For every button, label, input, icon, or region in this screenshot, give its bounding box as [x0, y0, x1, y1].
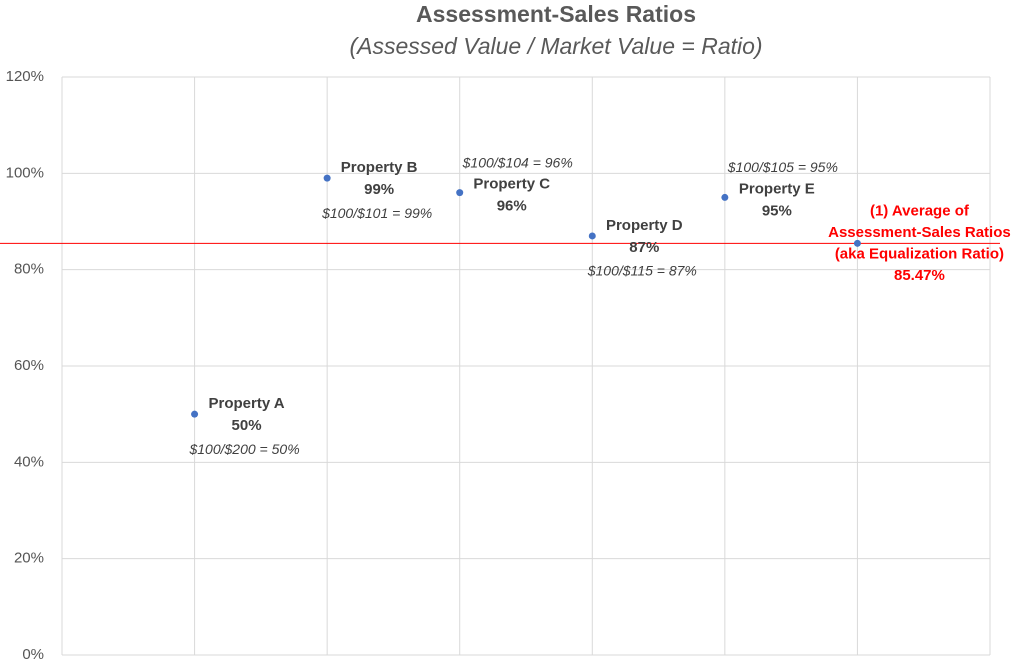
- average-label: Assessment-Sales Ratios: [828, 224, 1011, 241]
- chart-title: Assessment-Sales Ratios: [416, 1, 696, 27]
- y-tick-label: 120%: [6, 68, 44, 85]
- y-tick-label: 40%: [14, 453, 44, 470]
- point: [456, 189, 464, 197]
- value-label: 85.47%: [894, 267, 945, 284]
- point-label: Property C: [473, 176, 550, 193]
- y-tick-label: 60%: [14, 357, 44, 374]
- value-label: 50%: [232, 417, 262, 434]
- point: [191, 410, 199, 418]
- point-label: Property D: [606, 217, 683, 234]
- formula-label: $100/$200 = 50%: [188, 441, 299, 457]
- point-label: Property E: [739, 180, 815, 197]
- value-label: 96%: [497, 198, 527, 215]
- y-tick-label: 80%: [14, 261, 44, 278]
- point-label: Property A: [209, 395, 285, 412]
- y-tick-label: 0%: [22, 646, 44, 663]
- point: [721, 193, 729, 201]
- average-label: (1) Average of: [870, 202, 970, 219]
- y-tick-label: 20%: [14, 550, 44, 567]
- value-label: 95%: [762, 202, 792, 219]
- point: [853, 239, 861, 247]
- point: [323, 174, 331, 182]
- y-tick-label: 100%: [6, 164, 44, 181]
- point: [588, 232, 596, 240]
- formula-label: $100/$104 = 96%: [462, 154, 573, 170]
- point-label: Property B: [341, 159, 418, 176]
- chart-subtitle: (Assessed Value / Market Value = Ratio): [349, 33, 762, 59]
- value-label: 99%: [364, 181, 394, 198]
- formula-label: $100/$115 = 87%: [587, 263, 697, 279]
- formula-label: $100/$105 = 95%: [727, 159, 838, 175]
- average-label: (aka Equalization Ratio): [835, 245, 1004, 262]
- formula-label: $100/$101 = 99%: [321, 205, 432, 221]
- value-label: 87%: [629, 239, 659, 256]
